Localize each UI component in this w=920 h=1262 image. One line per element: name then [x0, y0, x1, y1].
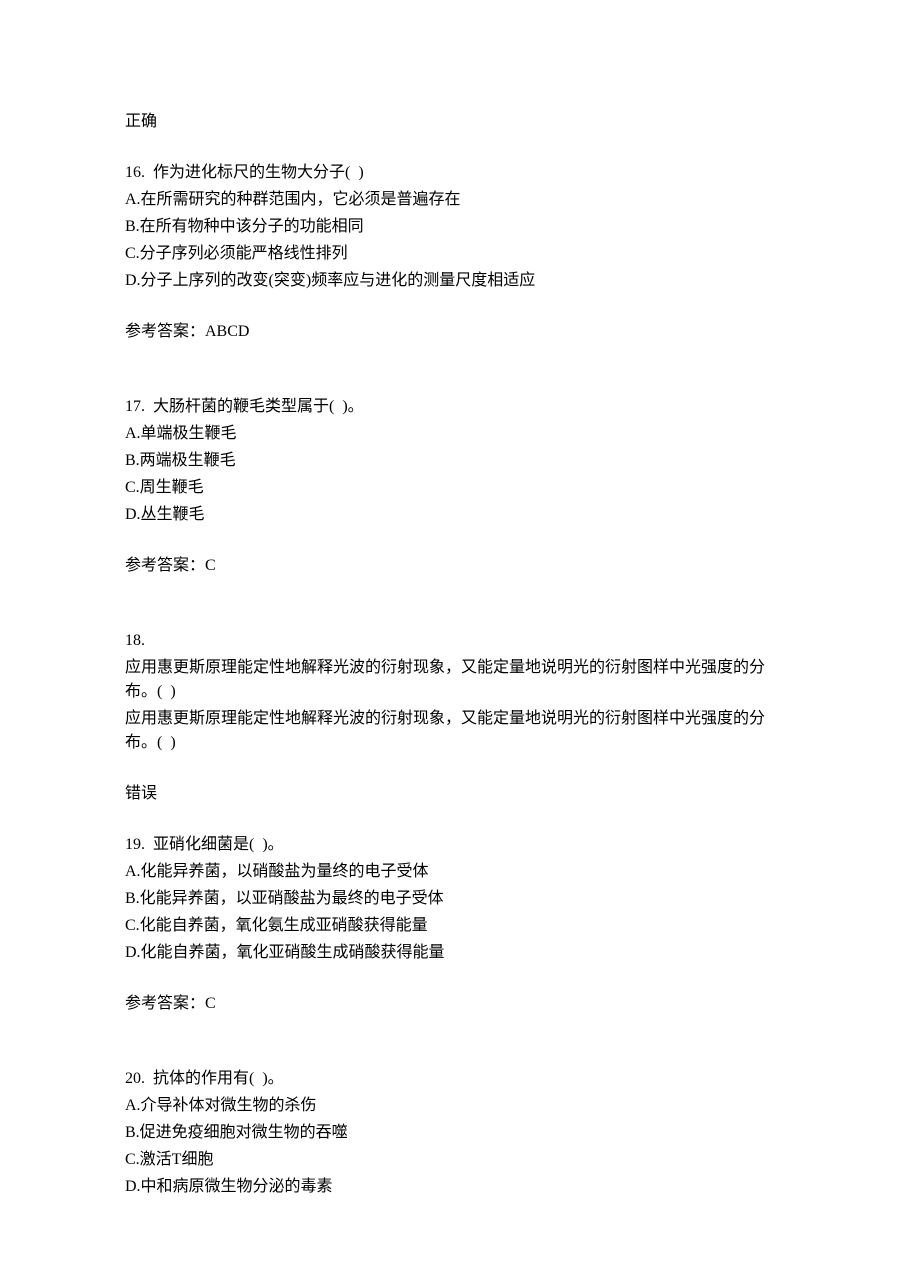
- q19-option-a: A.化能异养菌，以硝酸盐为量终的电子受体: [125, 860, 795, 884]
- q20-option-b: B.促进免疫细胞对微生物的吞噬: [125, 1121, 795, 1145]
- spacer: [125, 758, 795, 782]
- spacer: [125, 530, 795, 554]
- q19-option-d: D.化能自养菌，氧化亚硝酸生成硝酸获得能量: [125, 941, 795, 965]
- q19-option-c: C.化能自养菌，氧化氨生成亚硝酸获得能量: [125, 914, 795, 938]
- q18-line1: 应用惠更斯原理能定性地解释光波的衍射现象，又能定量地说明光的衍射图样中光强度的分…: [125, 656, 795, 704]
- q19-stem: 19. 亚硝化细菌是( )。: [125, 833, 795, 857]
- q19-answer: 参考答案：C: [125, 992, 795, 1016]
- q18-answer: 错误: [125, 782, 795, 806]
- spacer: [125, 347, 795, 395]
- q17-option-c: C.周生鞭毛: [125, 476, 795, 500]
- q17-option-a: A.单端极生鞭毛: [125, 422, 795, 446]
- q18-number: 18.: [125, 629, 795, 653]
- q16-stem: 16. 作为进化标尺的生物大分子( ): [125, 161, 795, 185]
- q20-option-d: D.中和病原微生物分泌的毒素: [125, 1175, 795, 1199]
- q16-option-c: C.分子序列必须能严格线性排列: [125, 242, 795, 266]
- spacer: [125, 581, 795, 629]
- q17-option-d: D.丛生鞭毛: [125, 503, 795, 527]
- q20-option-a: A.介导补体对微生物的杀伤: [125, 1094, 795, 1118]
- q18-line2: 应用惠更斯原理能定性地解释光波的衍射现象，又能定量地说明光的衍射图样中光强度的分…: [125, 707, 795, 755]
- spacer: [125, 296, 795, 320]
- q16-answer: 参考答案：ABCD: [125, 320, 795, 344]
- q20-stem: 20. 抗体的作用有( )。: [125, 1067, 795, 1091]
- q16-option-d: D.分子上序列的改变(突变)频率应与进化的测量尺度相适应: [125, 269, 795, 293]
- q17-option-b: B.两端极生鞭毛: [125, 449, 795, 473]
- q17-stem: 17. 大肠杆菌的鞭毛类型属于( )。: [125, 395, 795, 419]
- spacer: [125, 968, 795, 992]
- q17-answer: 参考答案：C: [125, 554, 795, 578]
- spacer: [125, 137, 795, 161]
- q16-option-a: A.在所需研究的种群范围内，它必须是普遍存在: [125, 188, 795, 212]
- prior-answer: 正确: [125, 110, 795, 134]
- q19-option-b: B.化能异养菌，以亚硝酸盐为最终的电子受体: [125, 887, 795, 911]
- q16-option-b: B.在所有物种中该分子的功能相同: [125, 215, 795, 239]
- q20-option-c: C.激活T细胞: [125, 1148, 795, 1172]
- spacer: [125, 1019, 795, 1067]
- spacer: [125, 809, 795, 833]
